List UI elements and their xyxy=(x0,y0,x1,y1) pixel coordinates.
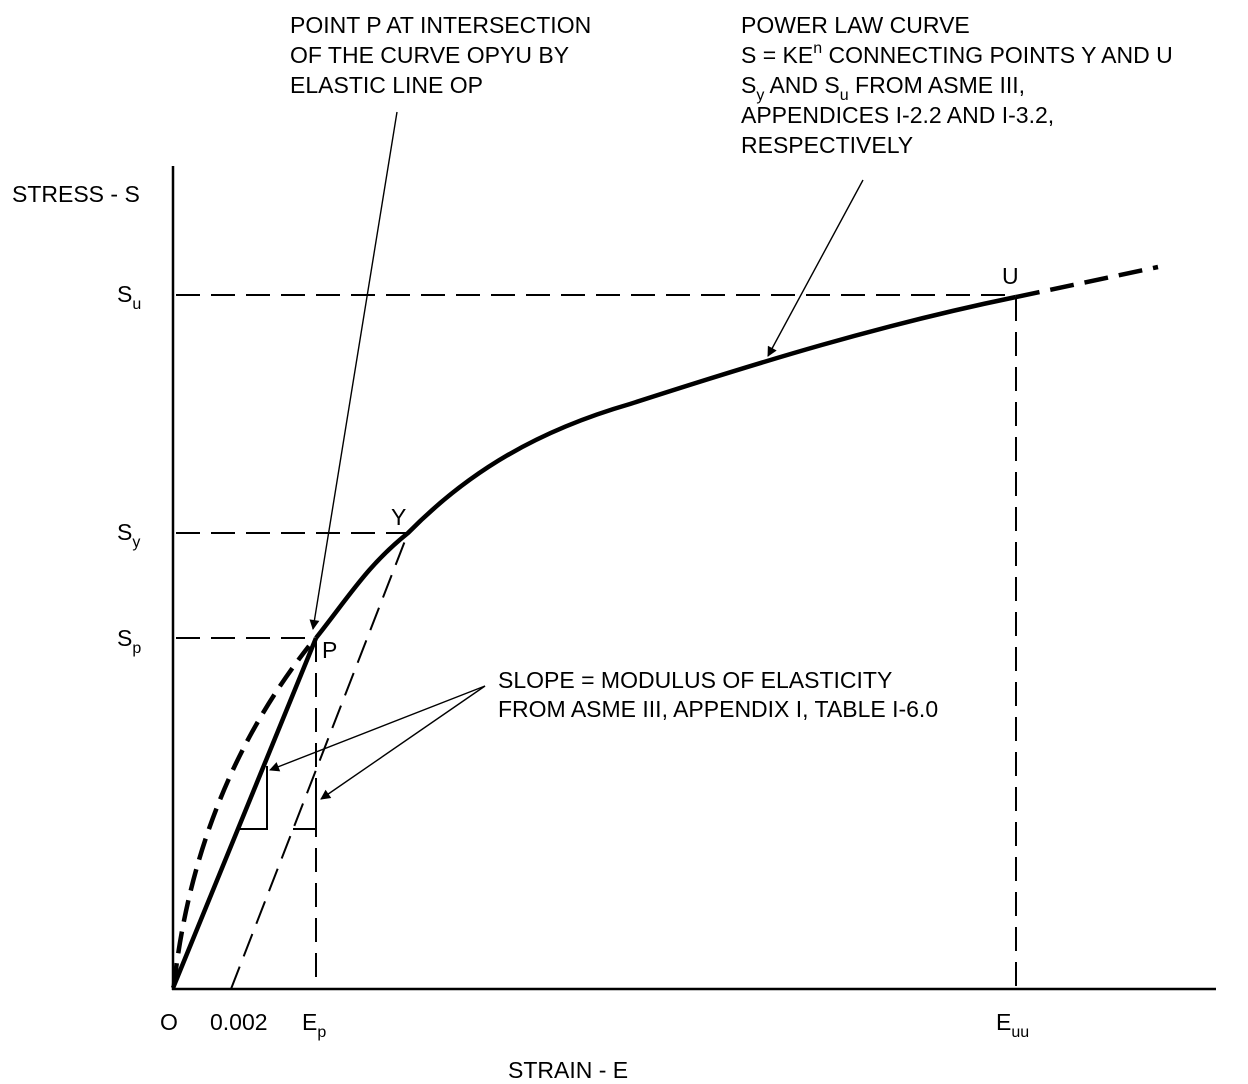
stress-strain-curve xyxy=(314,294,1017,640)
offset-tick-label: 0.002 xyxy=(210,1009,268,1035)
point-p-leader-arrow xyxy=(309,111,398,630)
sp-tick-label: Sp xyxy=(117,625,141,657)
power-law-appendices: APPENDICES I-2.2 AND I-3.2, RESPECTIVELY xyxy=(741,102,1061,158)
slope-triangle-left xyxy=(238,766,268,830)
point-u-label: U xyxy=(1002,263,1019,289)
y-axis-label: STRESS - S xyxy=(12,181,140,207)
sy-tick-label: Sy xyxy=(117,519,140,551)
power-law-equation: S = KEn CONNECTING POINTS Y AND U xyxy=(741,40,1173,68)
dashed-curve-o-to-p xyxy=(171,644,311,986)
ep-tick-label: Ep xyxy=(302,1009,326,1041)
x-axis-label: STRAIN - E xyxy=(508,1057,628,1083)
origin-label: O xyxy=(160,1009,178,1035)
point-p-label: P xyxy=(322,637,337,663)
power-law-leader-arrow xyxy=(767,179,864,357)
point-y-label: Y xyxy=(391,504,406,530)
elastic-line-op xyxy=(170,637,319,989)
slope-note: SLOPE = MODULUS OF ELASTICITY FROM ASME … xyxy=(498,667,938,722)
slope-triangle-right xyxy=(293,778,317,830)
offset-elastic-line xyxy=(230,532,409,990)
slope-leader-arrow-right xyxy=(320,685,486,800)
power-law-source: Sy AND Su FROM ASME III, xyxy=(741,72,1025,104)
point-p-note: POINT P AT INTERSECTION OF THE CURVE OPY… xyxy=(290,12,598,98)
su-tick-label: Su xyxy=(117,281,141,313)
euu-tick-label: Euu xyxy=(996,1009,1029,1041)
curve-extension xyxy=(1015,264,1159,300)
power-law-note: POWER LAW CURVE xyxy=(741,12,970,38)
slope-leader-arrow-left xyxy=(269,685,486,772)
